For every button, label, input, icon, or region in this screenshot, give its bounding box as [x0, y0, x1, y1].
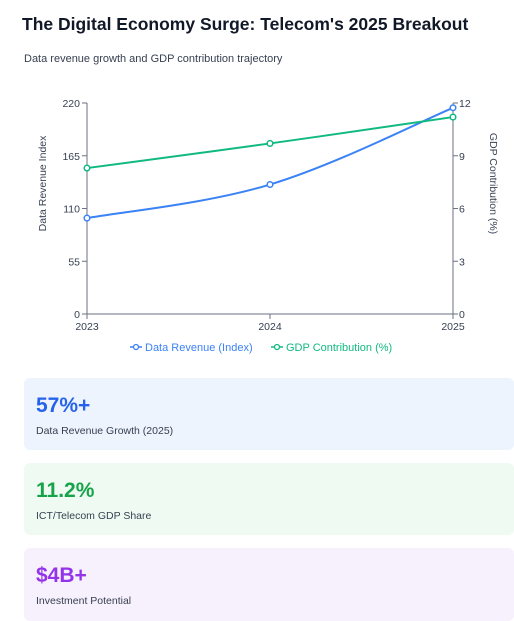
dual-axis-line-chart: 0 55 110 165 220 0 3 6 9 12 2023 2024 2025 Data Reven… — [37, 98, 499, 354]
data-point — [83, 214, 91, 222]
right-tick-label: 9 — [459, 151, 465, 163]
right-tick-label: 12 — [459, 98, 471, 110]
left-tick-label: 0 — [74, 309, 80, 321]
x-tick-label: 2025 — [441, 321, 465, 333]
data-point — [266, 180, 274, 189]
page-subtitle: Data revenue growth and GDP contribution… — [24, 53, 283, 65]
left-tick-label: 220 — [62, 98, 80, 110]
stat-value: $4B+ — [36, 564, 87, 587]
left-tick-label: 165 — [62, 151, 80, 163]
legend-entry: GDP Contribution (%) — [286, 342, 392, 354]
legend-swatch-marker — [273, 343, 281, 351]
stat-value: 57%+ — [36, 394, 91, 417]
right-tick-label: 3 — [459, 256, 465, 268]
right-tick-label: 0 — [459, 309, 465, 321]
legend-entry: Data Revenue (Index) — [145, 342, 253, 354]
left-tick-label: 55 — [68, 256, 80, 268]
left-axis-title: Data Revenue Index — [37, 135, 49, 231]
data-point — [449, 113, 457, 121]
legend-swatch-marker — [132, 343, 140, 351]
left-tick-label: 110 — [63, 204, 80, 216]
stat-label: ICT/Telecom GDP Share — [36, 510, 152, 522]
x-tick-label: 2023 — [75, 321, 99, 333]
stat-card-investment: $4B+ Investment Potential — [24, 548, 514, 621]
right-tick-label: 6 — [459, 204, 465, 216]
data-point — [266, 139, 274, 147]
data-point — [449, 104, 457, 112]
stat-label: Investment Potential — [36, 595, 132, 607]
right-axis-title: GDP Contribution (%) — [487, 133, 499, 234]
data-point — [83, 164, 91, 172]
stat-label: Data Revenue Growth (2025) — [36, 425, 174, 437]
page-title: The Digital Economy Surge: Telecom's 202… — [22, 14, 469, 34]
stat-card-gdp-share: 11.2% ICT/Telecom GDP Share — [24, 463, 514, 535]
x-tick-label: 2024 — [258, 321, 282, 333]
stat-value: 11.2% — [36, 479, 95, 502]
stat-card-data-revenue: 57%+ Data Revenue Growth (2025) — [24, 378, 514, 450]
